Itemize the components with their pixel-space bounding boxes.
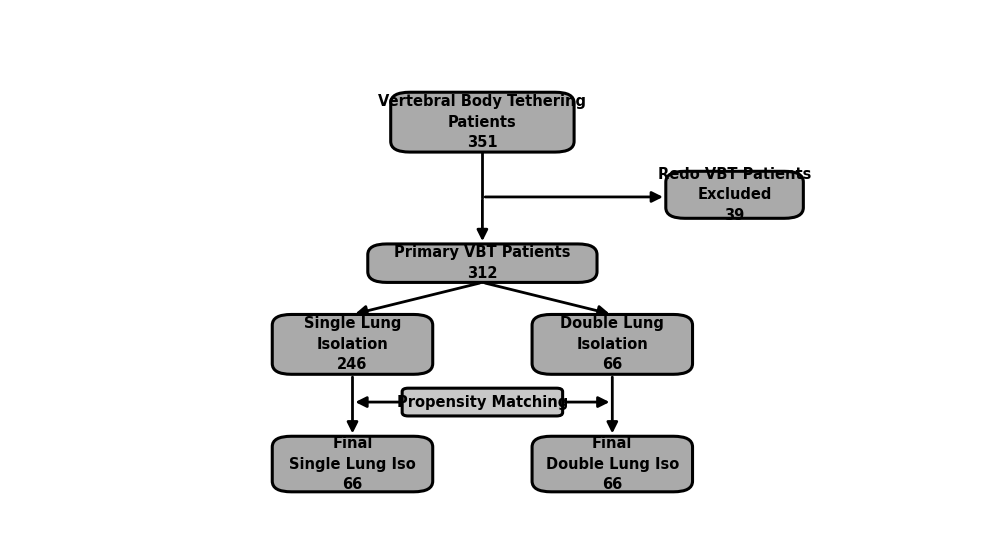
FancyBboxPatch shape (666, 171, 804, 218)
Text: Double Lung
Isolation
66: Double Lung Isolation 66 (560, 316, 665, 372)
Text: Vertebral Body Tethering
Patients
351: Vertebral Body Tethering Patients 351 (379, 94, 587, 150)
FancyBboxPatch shape (390, 92, 574, 152)
Text: Single Lung
Isolation
246: Single Lung Isolation 246 (304, 316, 401, 372)
Text: Final
Single Lung Iso
66: Final Single Lung Iso 66 (289, 436, 416, 492)
FancyBboxPatch shape (402, 388, 563, 416)
FancyBboxPatch shape (532, 315, 692, 374)
Text: Propensity Matching: Propensity Matching (396, 395, 568, 410)
Text: Primary VBT Patients
312: Primary VBT Patients 312 (394, 245, 571, 281)
FancyBboxPatch shape (368, 244, 597, 282)
FancyBboxPatch shape (272, 315, 433, 374)
Text: Redo VBT Patients
Excluded
39: Redo VBT Patients Excluded 39 (658, 167, 811, 223)
FancyBboxPatch shape (272, 436, 433, 492)
Text: Final
Double Lung Iso
66: Final Double Lung Iso 66 (545, 436, 679, 492)
FancyBboxPatch shape (532, 436, 692, 492)
